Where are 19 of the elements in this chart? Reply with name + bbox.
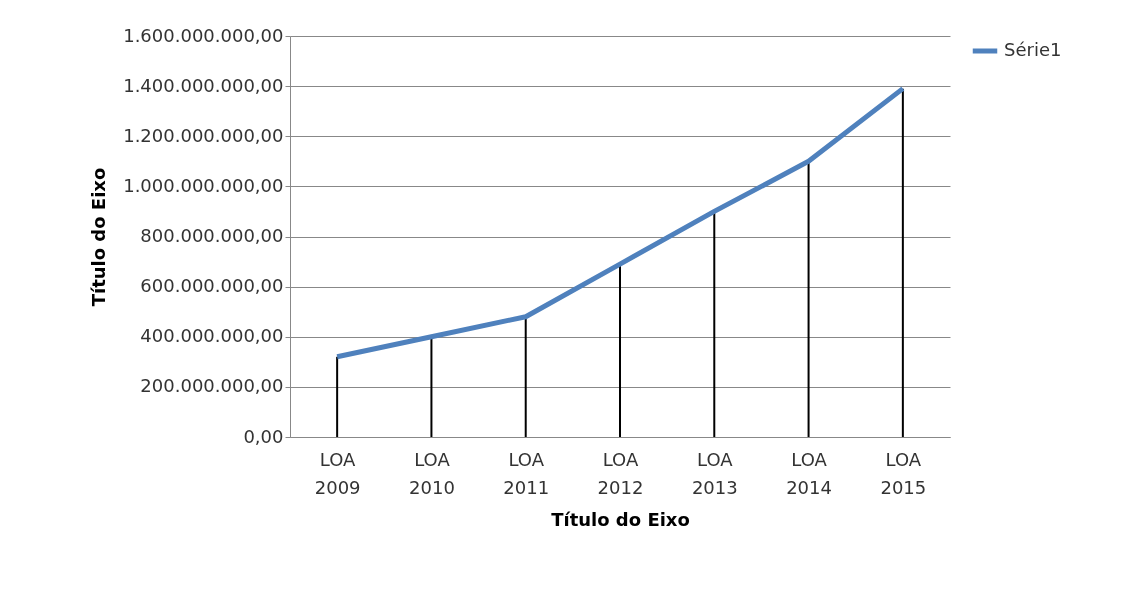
y-tick-label: 400.000.000,00 bbox=[140, 325, 284, 347]
y-tick-label: 0,00 bbox=[243, 425, 284, 447]
y-tick-label: 200.000.000,00 bbox=[140, 375, 284, 397]
x-tick-label: LOA 2012 bbox=[597, 448, 644, 498]
y-tick-label: 600.000.000,00 bbox=[140, 275, 284, 297]
y-tick-label: 1.000.000.000,00 bbox=[123, 174, 284, 196]
x-axis-title: Título do Eixo bbox=[551, 508, 690, 530]
y-tick-label: 1.600.000.000,00 bbox=[123, 24, 284, 46]
y-axis-title: Título do Eixo bbox=[88, 167, 110, 307]
x-tick-label: LOA 2014 bbox=[786, 448, 832, 498]
x-tick-label: LOA 2015 bbox=[880, 448, 927, 498]
x-tick-label: LOA 2011 bbox=[503, 448, 550, 498]
legend-label: Série1 bbox=[1004, 39, 1062, 60]
y-tick-label: 1.200.000.000,00 bbox=[123, 124, 284, 146]
x-tick-label: LOA 2010 bbox=[409, 448, 455, 498]
y-tick-label: 800.000.000,00 bbox=[140, 225, 284, 246]
x-tick-label: LOA 2009 bbox=[314, 448, 361, 498]
y-tick-label: 1.400.000.000,00 bbox=[123, 74, 284, 96]
x-tick-label: LOA 2013 bbox=[691, 448, 738, 498]
